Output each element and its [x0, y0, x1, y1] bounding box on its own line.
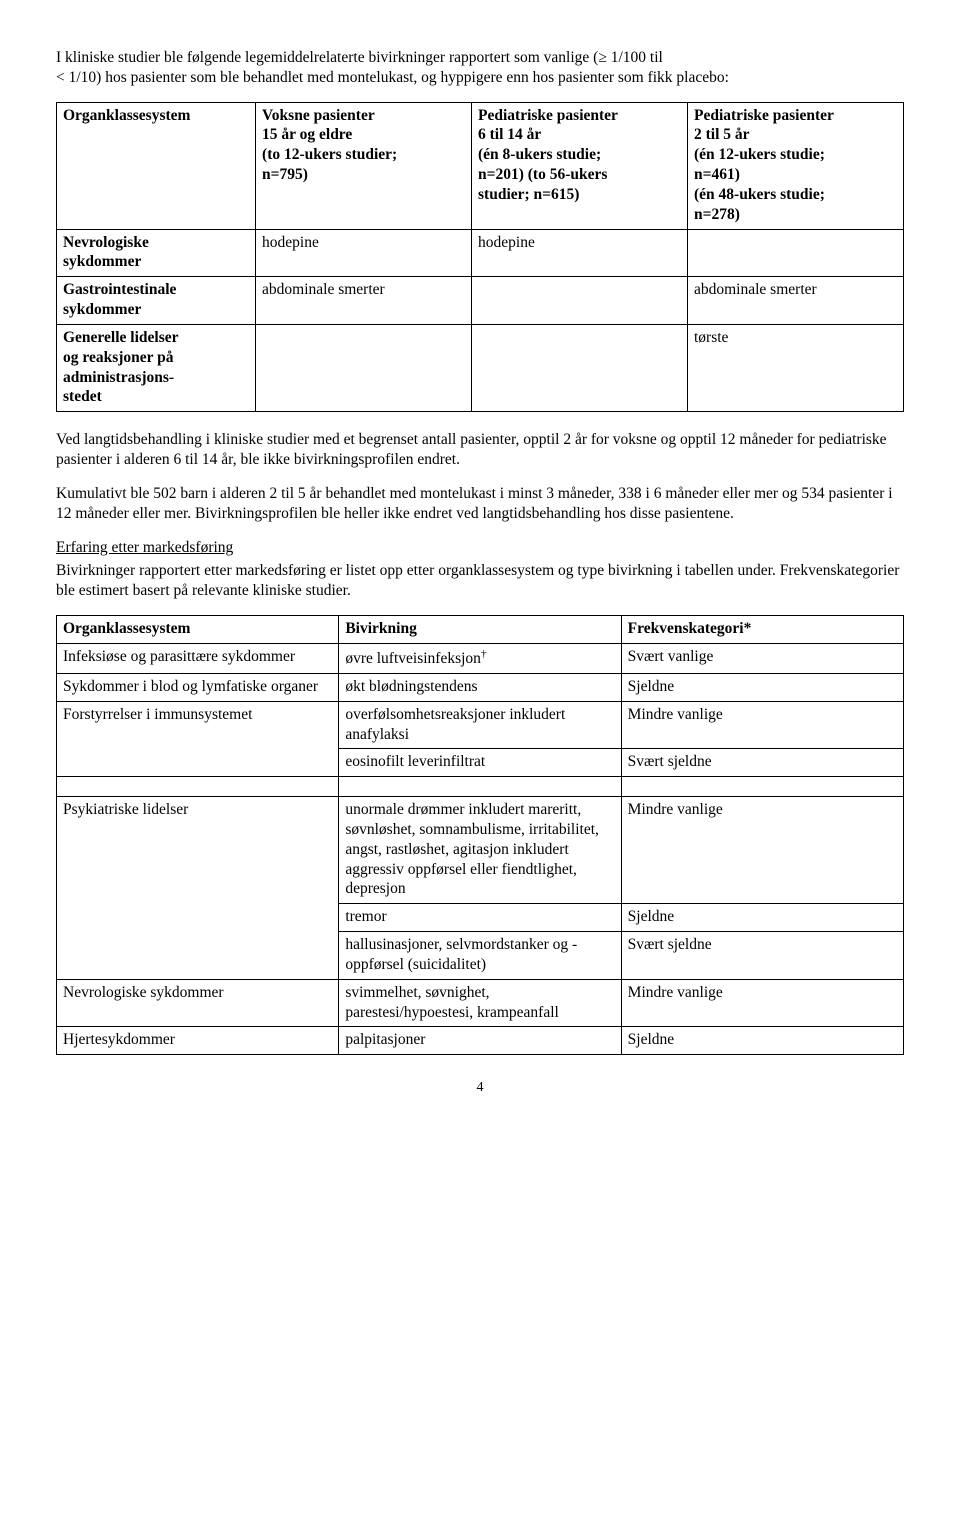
t2-nev-c3: Mindre vanlige — [621, 979, 903, 1027]
t1-h4d: n=461) — [694, 166, 740, 183]
empty-cell — [621, 777, 903, 797]
table-empty-row — [57, 777, 904, 797]
t1-h4c: (én 12-ukers studie; — [694, 146, 825, 163]
t1-h3c: (én 8-ukers studie; — [478, 146, 601, 163]
t2-h2: Bivirkning — [339, 616, 621, 644]
t2-h3: Frekvenskategori* — [621, 616, 903, 644]
t1-h3b: 6 til 14 år — [478, 126, 541, 143]
t2-psyk-r3c2: hallusinasjoner, selvmordstanker og -opp… — [339, 932, 621, 980]
intro-line1: I kliniske studier ble følgende legemidd… — [56, 49, 663, 66]
table-row: Nevrologiske sykdommer svimmelhet, søvni… — [57, 979, 904, 1027]
t2-r3c2: overfølsomhetsreaksjoner inkludert anafy… — [339, 701, 621, 749]
intro-line2: < 1/10) hos pasienter som ble behandlet … — [56, 69, 729, 86]
t2-r3c1: Forstyrrelser i immunsystemet — [57, 701, 339, 776]
t1-h4: Pediatriske pasienter 2 til 5 år (én 12-… — [688, 102, 904, 229]
t2-h1: Organklassesystem — [57, 616, 339, 644]
t1-r3c1: Generelle lidelser og reaksjoner på admi… — [57, 324, 256, 411]
t2-psyk-r2c3: Sjeldne — [621, 904, 903, 932]
dagger-icon: † — [481, 648, 487, 660]
t2-r1c2-text: øvre luftveisinfeksjon — [345, 650, 481, 667]
table-row: Gastrointestinale sykdommer abdominale s… — [57, 277, 904, 325]
t2-r3c3: Mindre vanlige — [621, 701, 903, 749]
table-row: Infeksiøse og parasittære sykdommer øvre… — [57, 643, 904, 673]
t1-r1c3: hodepine — [472, 229, 688, 277]
intro-paragraph: I kliniske studier ble følgende legemidd… — [56, 48, 904, 88]
t1-h1: Organklassesystem — [57, 102, 256, 229]
t2-r1c2: øvre luftveisinfeksjon† — [339, 643, 621, 673]
t1-r3c2 — [256, 324, 472, 411]
t1-h2c: (to 12-ukers studier; — [262, 146, 397, 163]
t1-h1-text: Organklassesystem — [63, 107, 190, 124]
table-row: Generelle lidelser og reaksjoner på admi… — [57, 324, 904, 411]
subheading-text: Erfaring etter markedsføring — [56, 539, 233, 556]
table-bivirkninger-1: Organklassesystem Voksne pasienter 15 år… — [56, 102, 904, 413]
t2-r2c2: økt blødningstendens — [339, 673, 621, 701]
t2-r4c3: Svært sjeldne — [621, 749, 903, 777]
t1-r1c1b: sykdommer — [63, 253, 141, 270]
subheading-marketing: Erfaring etter markedsføring — [56, 538, 904, 558]
t1-h2: Voksne pasienter 15 år og eldre (to 12-u… — [256, 102, 472, 229]
t1-r3c1c: administrasjons- — [63, 369, 174, 386]
t2-r2c1: Sykdommer i blod og lymfatiske organer — [57, 673, 339, 701]
t2-r2c3: Sjeldne — [621, 673, 903, 701]
t1-r3c4: tørste — [688, 324, 904, 411]
empty-cell — [339, 777, 621, 797]
table-row: Sykdommer i blod og lymfatiske organer ø… — [57, 673, 904, 701]
page-number: 4 — [56, 1079, 904, 1097]
t1-h4b: 2 til 5 år — [694, 126, 750, 143]
t1-r3c1b: og reaksjoner på — [63, 349, 174, 366]
t2-psyk-r1c2: unormale drømmer inkludert mareritt, søv… — [339, 797, 621, 904]
t2-r1c1: Infeksiøse og parasittære sykdommer — [57, 643, 339, 673]
t2-psyk-c1: Psykiatriske lidelser — [57, 797, 339, 980]
t2-hj-c2: palpitasjoner — [339, 1027, 621, 1055]
table-row: Organklassesystem Bivirkning Frekvenskat… — [57, 616, 904, 644]
t2-hj-c1: Hjertesykdommer — [57, 1027, 339, 1055]
t2-psyk-r1c3: Mindre vanlige — [621, 797, 903, 904]
table-row: Psykiatriske lidelser unormale drømmer i… — [57, 797, 904, 904]
t1-h3e: studier; n=615) — [478, 186, 579, 203]
t1-h4e: (én 48-ukers studie; — [694, 186, 825, 203]
empty-cell — [57, 777, 339, 797]
t1-r2c1b: sykdommer — [63, 301, 141, 318]
paragraph-longterm: Ved langtidsbehandling i kliniske studie… — [56, 430, 904, 470]
t1-r1c2: hodepine — [256, 229, 472, 277]
t1-h2d: n=795) — [262, 166, 308, 183]
table-row: Organklassesystem Voksne pasienter 15 år… — [57, 102, 904, 229]
t2-r1c3: Svært vanlige — [621, 643, 903, 673]
t1-r1c4 — [688, 229, 904, 277]
table-row: Nevrologiske sykdommer hodepine hodepine — [57, 229, 904, 277]
t1-r2c2: abdominale smerter — [256, 277, 472, 325]
t1-h3a: Pediatriske pasienter — [478, 107, 618, 124]
t1-h4a: Pediatriske pasienter — [694, 107, 834, 124]
t1-r1c1a: Nevrologiske — [63, 234, 149, 251]
t2-r4c2: eosinofilt leverinfiltrat — [339, 749, 621, 777]
t1-r3c3 — [472, 324, 688, 411]
t1-h4f: n=278) — [694, 206, 740, 223]
t2-nev-c1: Nevrologiske sykdommer — [57, 979, 339, 1027]
t1-r2c4: abdominale smerter — [688, 277, 904, 325]
t1-r3c1d: stedet — [63, 388, 102, 405]
table-row: Hjertesykdommer palpitasjoner Sjeldne — [57, 1027, 904, 1055]
table-row: Forstyrrelser i immunsystemet overfølsom… — [57, 701, 904, 749]
t2-psyk-r3c3: Svært sjeldne — [621, 932, 903, 980]
t1-h2b: 15 år og eldre — [262, 126, 352, 143]
t1-r3c1a: Generelle lidelser — [63, 329, 179, 346]
t2-nev-c2: svimmelhet, søvnighet, parestesi/hypoest… — [339, 979, 621, 1027]
t1-r1c1: Nevrologiske sykdommer — [57, 229, 256, 277]
table-bivirkninger-2: Organklassesystem Bivirkning Frekvenskat… — [56, 615, 904, 1055]
paragraph-cumulative: Kumulativt ble 502 barn i alderen 2 til … — [56, 484, 904, 524]
t1-r2c3 — [472, 277, 688, 325]
t1-h2a: Voksne pasienter — [262, 107, 375, 124]
t1-h3: Pediatriske pasienter 6 til 14 år (én 8-… — [472, 102, 688, 229]
paragraph-marketing: Bivirkninger rapportert etter markedsfør… — [56, 561, 904, 601]
t1-r2c1a: Gastrointestinale — [63, 281, 176, 298]
t2-psyk-r2c2: tremor — [339, 904, 621, 932]
t1-h3d: n=201) (to 56-ukers — [478, 166, 607, 183]
t2-hj-c3: Sjeldne — [621, 1027, 903, 1055]
t1-r2c1: Gastrointestinale sykdommer — [57, 277, 256, 325]
